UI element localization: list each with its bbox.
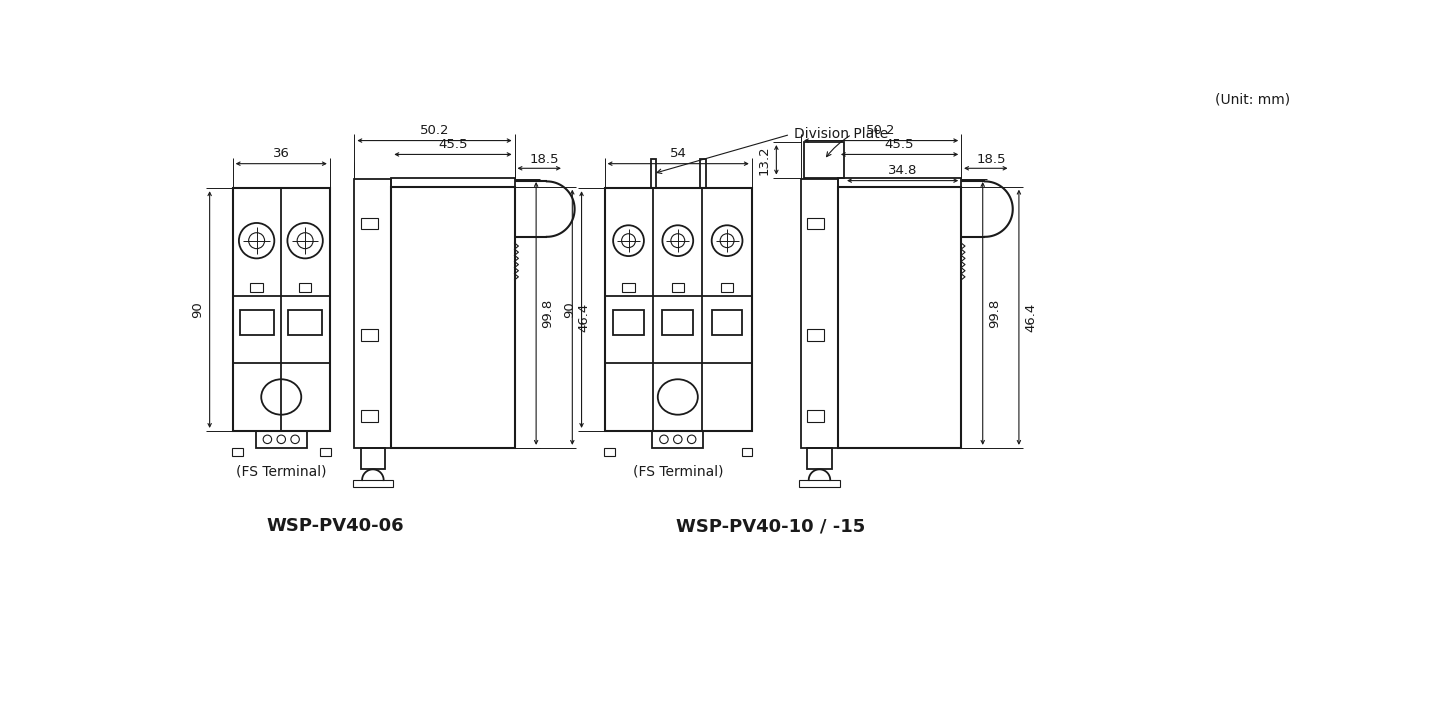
- Bar: [807, 329, 824, 341]
- Bar: [354, 179, 392, 448]
- Text: 90: 90: [563, 301, 576, 318]
- Text: WSP-PV40-06: WSP-PV40-06: [267, 517, 403, 535]
- Text: 99.8: 99.8: [541, 299, 554, 328]
- Text: (FS Terminal): (FS Terminal): [633, 465, 723, 479]
- Text: 54: 54: [670, 147, 686, 160]
- Bar: [392, 178, 515, 187]
- Bar: [663, 310, 694, 335]
- Bar: [653, 431, 704, 448]
- Bar: [289, 310, 322, 335]
- Bar: [353, 480, 393, 487]
- Bar: [392, 187, 515, 448]
- Bar: [605, 188, 752, 431]
- Bar: [255, 431, 306, 448]
- Bar: [807, 448, 831, 470]
- Text: 90: 90: [192, 301, 205, 318]
- Bar: [807, 217, 824, 229]
- Bar: [701, 159, 705, 188]
- Text: 18.5: 18.5: [530, 153, 560, 166]
- Text: 18.5: 18.5: [977, 153, 1006, 166]
- Text: Division Plate: Division Plate: [794, 127, 888, 141]
- Text: (FS Terminal): (FS Terminal): [237, 465, 326, 479]
- Text: 46.4: 46.4: [577, 303, 591, 332]
- Bar: [299, 283, 312, 292]
- Bar: [800, 480, 840, 487]
- Bar: [741, 448, 753, 456]
- Text: 34.8: 34.8: [888, 164, 917, 176]
- Bar: [319, 448, 331, 456]
- Text: 99.8: 99.8: [988, 299, 1001, 328]
- Bar: [807, 410, 824, 422]
- Bar: [360, 217, 377, 229]
- Bar: [239, 310, 274, 335]
- Bar: [232, 448, 242, 456]
- Bar: [721, 283, 733, 292]
- Bar: [251, 283, 263, 292]
- Text: (Unit: mm): (Unit: mm): [1214, 93, 1290, 107]
- Bar: [604, 448, 615, 456]
- Text: 45.5: 45.5: [438, 138, 467, 150]
- Bar: [360, 329, 377, 341]
- Bar: [622, 283, 634, 292]
- Bar: [711, 310, 743, 335]
- Text: 36: 36: [273, 147, 290, 160]
- Text: WSP-PV40-10 / -15: WSP-PV40-10 / -15: [676, 517, 865, 535]
- Text: 50.2: 50.2: [419, 124, 450, 136]
- Text: 45.5: 45.5: [885, 138, 914, 150]
- Bar: [360, 448, 385, 470]
- Bar: [839, 187, 961, 448]
- Bar: [651, 159, 656, 188]
- Bar: [614, 310, 644, 335]
- Bar: [839, 178, 961, 187]
- Bar: [804, 142, 844, 178]
- Bar: [801, 179, 839, 448]
- Text: 50.2: 50.2: [866, 124, 895, 136]
- Bar: [672, 283, 683, 292]
- Text: 46.4: 46.4: [1024, 303, 1037, 332]
- Bar: [360, 410, 377, 422]
- Text: 13.2: 13.2: [757, 145, 770, 174]
- Bar: [232, 188, 329, 431]
